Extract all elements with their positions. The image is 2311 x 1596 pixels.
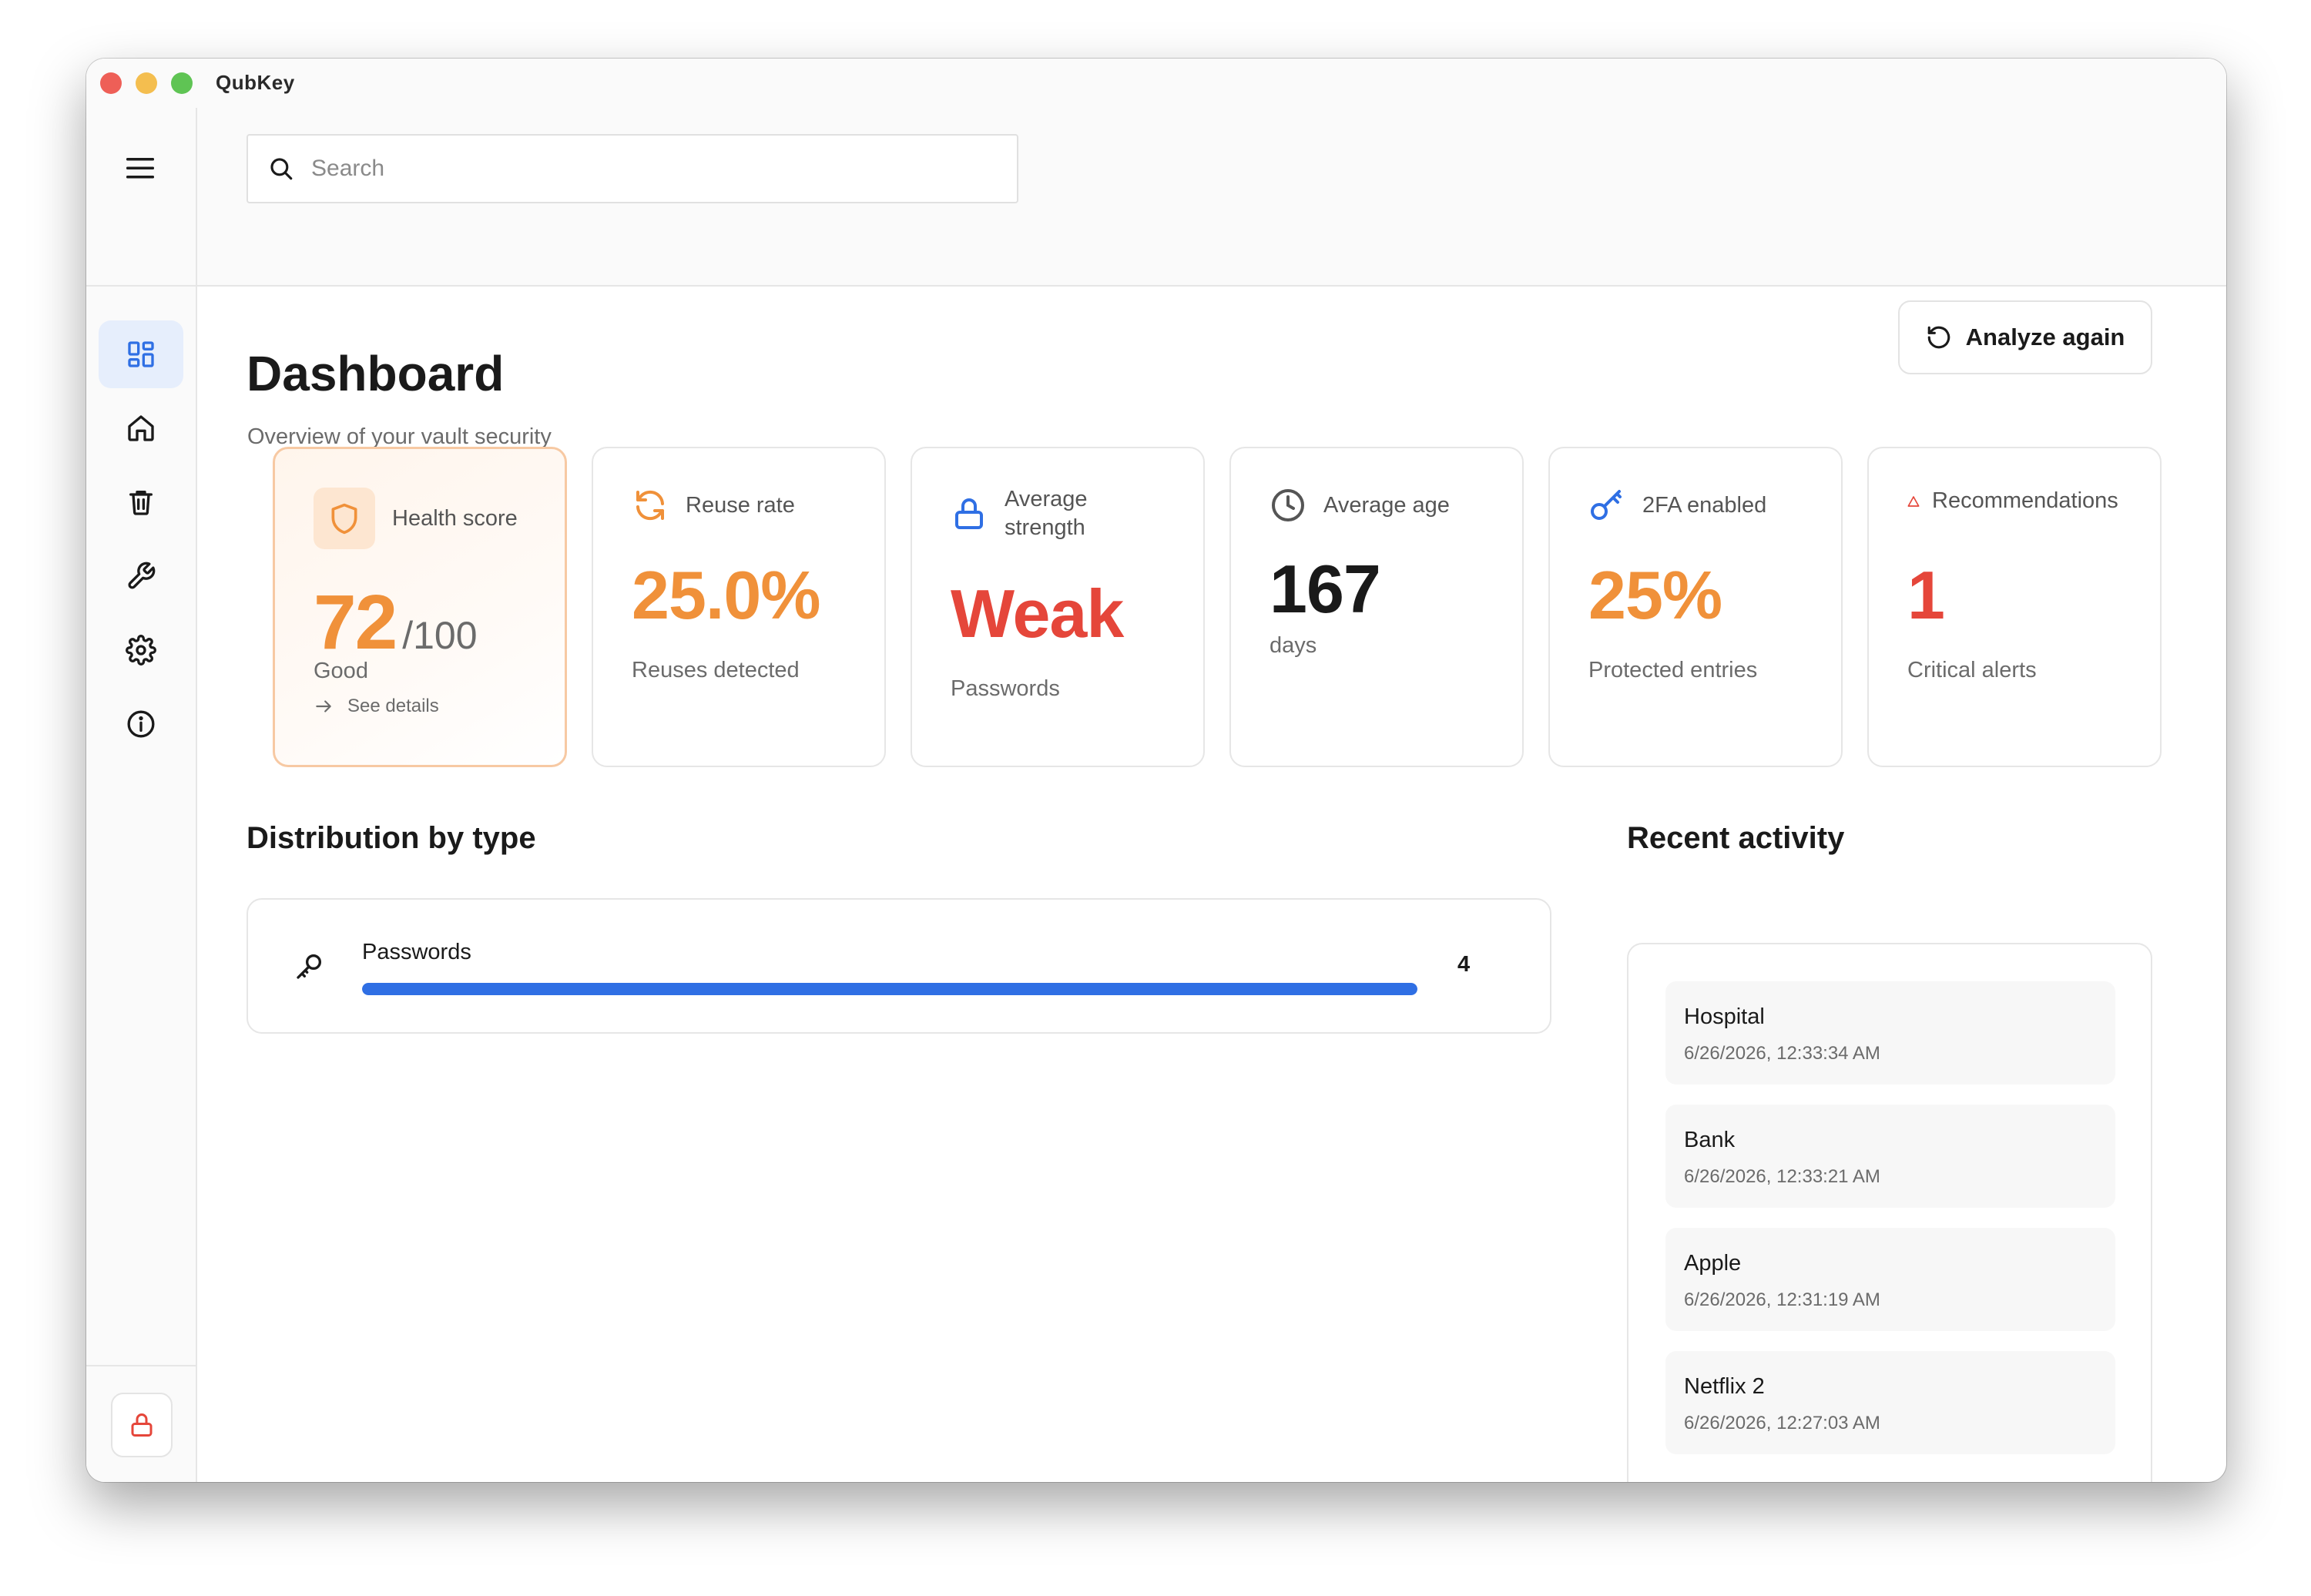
health-score-card[interactable]: Health score 72 /100 Good See details	[273, 447, 567, 767]
average-strength-value: Weak	[951, 575, 1124, 652]
lock-icon	[955, 498, 983, 529]
activity-item-name: Hospital	[1684, 1004, 1765, 1029]
app-window: QubKey	[86, 59, 2226, 1482]
twofa-value: 25%	[1588, 557, 1722, 633]
info-icon	[127, 710, 155, 738]
app-title: QubKey	[216, 71, 295, 94]
activity-item-name: Apple	[1684, 1251, 1742, 1276]
distribution-bar-fill	[362, 983, 1417, 995]
wrench-icon	[128, 562, 156, 589]
search-icon	[270, 158, 293, 180]
menu-button[interactable]	[120, 148, 160, 188]
health-status: Good	[314, 659, 368, 683]
activity-item-time: 6/26/2026, 12:33:21 AM	[1684, 1166, 1880, 1187]
see-details-link[interactable]: See details	[314, 696, 439, 717]
twofa-card[interactable]: 2FA enabled 25% Protected entries	[1548, 447, 1843, 767]
warning-icon	[1907, 495, 1920, 507]
refresh-cycle-icon	[636, 490, 664, 521]
reuse-rate-sub: Reuses detected	[632, 658, 800, 682]
see-details-label: See details	[347, 696, 439, 716]
clock-icon	[1272, 489, 1304, 521]
arrow-right-icon	[316, 700, 331, 712]
sidebar-item-dashboard[interactable]	[99, 320, 183, 388]
activity-item-time: 6/26/2026, 12:33:34 AM	[1684, 1043, 1880, 1064]
twofa-sub: Protected entries	[1588, 658, 1758, 682]
recommendations-card[interactable]: Recommendations 1 Critical alerts	[1867, 447, 2162, 767]
recommendations-label: Recommendations	[1932, 488, 2118, 513]
distribution-title: Distribution by type	[247, 821, 536, 855]
distribution-item-label: Passwords	[362, 940, 471, 964]
distribution-bar-track	[362, 983, 1417, 995]
average-age-card[interactable]: Average age 167 days	[1229, 447, 1524, 767]
key-icon	[1591, 490, 1622, 520]
recent-activity-card: Hospital 6/26/2026, 12:33:34 AM Bank 6/2…	[1627, 943, 2152, 1482]
health-score-label: Health score	[392, 505, 518, 531]
average-age-sub: days	[1270, 633, 1317, 658]
sidebar-item-tools[interactable]	[99, 542, 183, 610]
lock-vault-button[interactable]	[111, 1393, 173, 1457]
zoom-window-button[interactable]	[171, 72, 193, 94]
hamburger-menu-icon	[126, 158, 154, 179]
minimize-window-button[interactable]	[136, 72, 157, 94]
activity-item-time: 6/26/2026, 12:27:03 AM	[1684, 1413, 1880, 1433]
average-strength-label-line1: Average	[1005, 487, 1088, 511]
shield-icon	[331, 503, 357, 535]
search-input[interactable]	[311, 156, 974, 182]
recommendations-value: 1	[1907, 557, 1945, 633]
average-age-value: 167	[1270, 551, 1381, 627]
key-icon	[297, 954, 321, 979]
activity-item[interactable]: Apple 6/26/2026, 12:31:19 AM	[1665, 1228, 2115, 1331]
sidebar-item-trash[interactable]	[99, 468, 183, 536]
activity-item[interactable]: Hospital 6/26/2026, 12:33:34 AM	[1665, 981, 2115, 1085]
health-icon-box	[314, 488, 375, 549]
gear-icon	[126, 635, 156, 666]
average-strength-label: Average strength	[1005, 485, 1088, 542]
reuse-rate-label: Reuse rate	[686, 492, 795, 518]
average-age-label: Average age	[1323, 492, 1450, 518]
lock-icon	[131, 1413, 153, 1437]
average-strength-card[interactable]: Average strength Weak Passwords	[911, 447, 1205, 767]
password-key-icon-wrap	[294, 951, 325, 981]
activity-item-name: Bank	[1684, 1128, 1736, 1152]
health-score-value: 72	[314, 579, 397, 666]
twofa-label: 2FA enabled	[1642, 492, 1767, 518]
sidebar-header	[86, 108, 196, 287]
refresh-icon	[1927, 326, 1950, 349]
dashboard-icon	[128, 341, 154, 367]
recent-activity-title: Recent activity	[1627, 821, 1845, 855]
recommendations-sub: Critical alerts	[1907, 658, 2037, 682]
health-score-max: /100	[402, 614, 478, 657]
activity-item-name: Netflix 2	[1684, 1374, 1765, 1399]
sidebar-item-about[interactable]	[99, 690, 183, 758]
trash-icon	[129, 491, 153, 515]
activity-item[interactable]: Netflix 2 6/26/2026, 12:27:03 AM	[1665, 1351, 2115, 1454]
search-box[interactable]	[247, 134, 1018, 203]
reuse-rate-card[interactable]: Reuse rate 25.0% Reuses detected	[592, 447, 886, 767]
sidebar	[86, 108, 197, 1482]
analyze-again-label: Analyze again	[1965, 324, 2125, 350]
average-strength-label-line2: strength	[1005, 515, 1085, 540]
reuse-rate-value: 25.0%	[632, 557, 821, 633]
home-icon	[128, 415, 154, 441]
average-strength-sub: Passwords	[951, 676, 1060, 701]
distribution-card: Passwords 4	[247, 898, 1551, 1034]
sidebar-item-home[interactable]	[99, 394, 183, 462]
page-title: Dashboard	[247, 346, 505, 401]
distribution-item-count: 4	[1457, 952, 1471, 977]
activity-item-time: 6/26/2026, 12:31:19 AM	[1684, 1289, 1880, 1310]
activity-item[interactable]: Bank 6/26/2026, 12:33:21 AM	[1665, 1105, 2115, 1208]
close-window-button[interactable]	[100, 72, 122, 94]
sidebar-footer	[86, 1365, 196, 1482]
sidebar-item-settings[interactable]	[99, 616, 183, 684]
analyze-again-button[interactable]: Analyze again	[1898, 300, 2152, 374]
page-subtitle: Overview of your vault security	[247, 424, 552, 449]
title-bar: QubKey	[86, 59, 2226, 108]
